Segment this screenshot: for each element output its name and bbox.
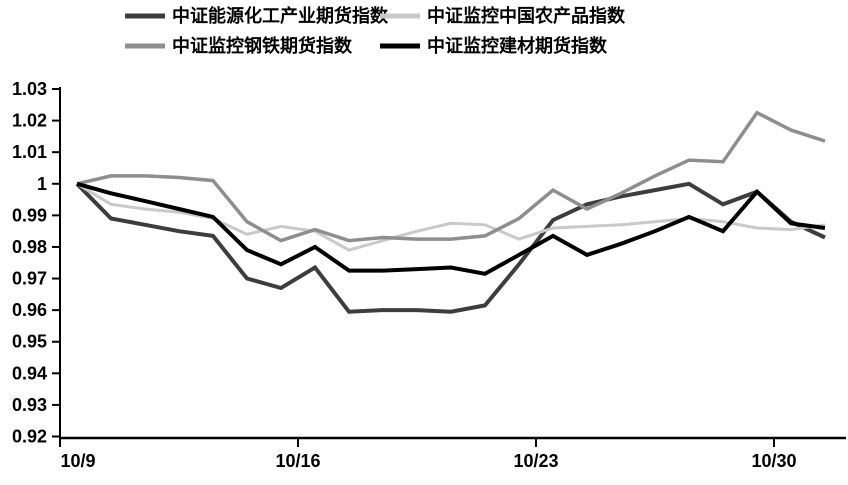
legend-label-china-agri: 中证监控中国农产品指数 (427, 5, 626, 26)
legend-label-building-materials: 中证监控建材期货指数 (427, 35, 608, 56)
legend-label-steel-futures: 中证监控钢铁期货指数 (172, 35, 353, 56)
series-line-energy-chemical (75, 181, 826, 314)
x-tick-label: 10/9 (60, 451, 95, 471)
x-tick-label: 10/23 (513, 451, 558, 471)
y-tick-label: 0.99 (12, 205, 47, 225)
y-tick-label: 1.01 (12, 142, 47, 162)
y-tick-label: 0.96 (12, 300, 47, 320)
y-tick-label: 0.92 (12, 427, 47, 447)
y-tick-label: 0.95 (12, 332, 47, 352)
x-tick-label: 10/30 (751, 451, 796, 471)
series-line-building-materials (76, 181, 826, 276)
y-tick-label: 0.94 (12, 363, 47, 383)
x-tick-label: 10/16 (275, 451, 320, 471)
y-tick-label: 0.93 (12, 395, 47, 415)
y-tick-label: 0.98 (12, 237, 47, 257)
series-line-steel-futures (76, 110, 826, 243)
y-tick-label: 1.03 (12, 79, 47, 99)
y-tick-label: 0.97 (12, 269, 47, 289)
y-tick-label: 1 (37, 174, 47, 194)
y-tick-label: 1.02 (12, 111, 47, 131)
legend-label-energy-chemical: 中证能源化工产业期货指数 (172, 5, 389, 26)
